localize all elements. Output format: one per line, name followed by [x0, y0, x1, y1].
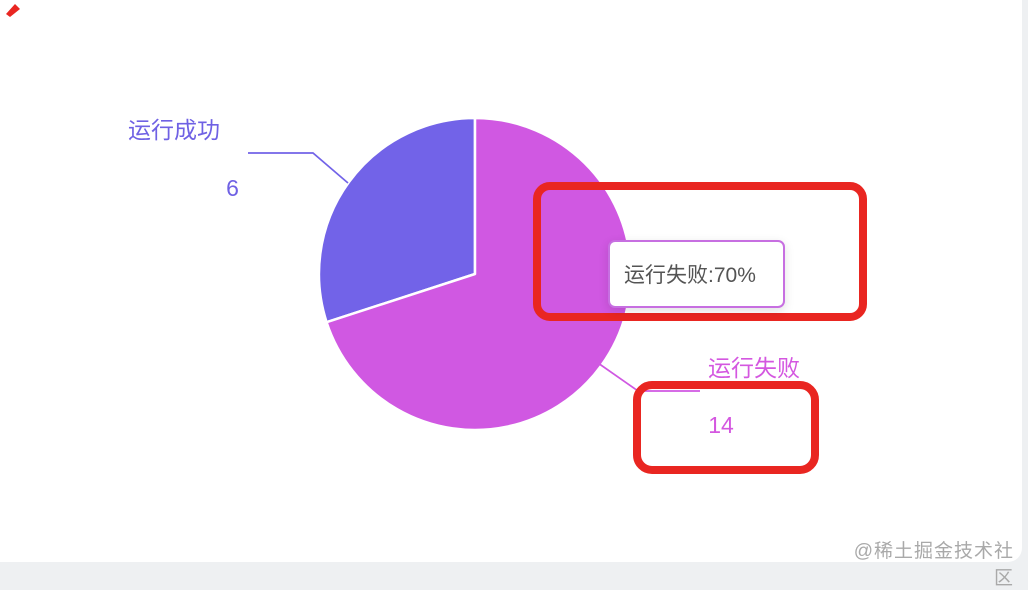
annotation-box-tooltip	[533, 182, 867, 321]
pie-chart-svg	[6, 4, 867, 474]
annotation-corner-scribble	[6, 4, 20, 17]
pie-slice-success[interactable]	[317, 116, 477, 324]
pie-label-success: 运行成功	[128, 117, 220, 143]
chart-tooltip: 运行失败:70%	[608, 240, 785, 308]
pie-value-success: 6	[226, 175, 239, 201]
watermark-text: @稀土掘金技术社区	[853, 541, 1014, 589]
leader-line-success	[248, 152, 349, 184]
pie-label-failure: 运行失败	[708, 355, 800, 381]
chart-tooltip-text: 运行失败:70%	[624, 264, 756, 287]
pie-value-failure: 14	[708, 412, 734, 438]
annotation-box-failure-value	[633, 381, 819, 474]
